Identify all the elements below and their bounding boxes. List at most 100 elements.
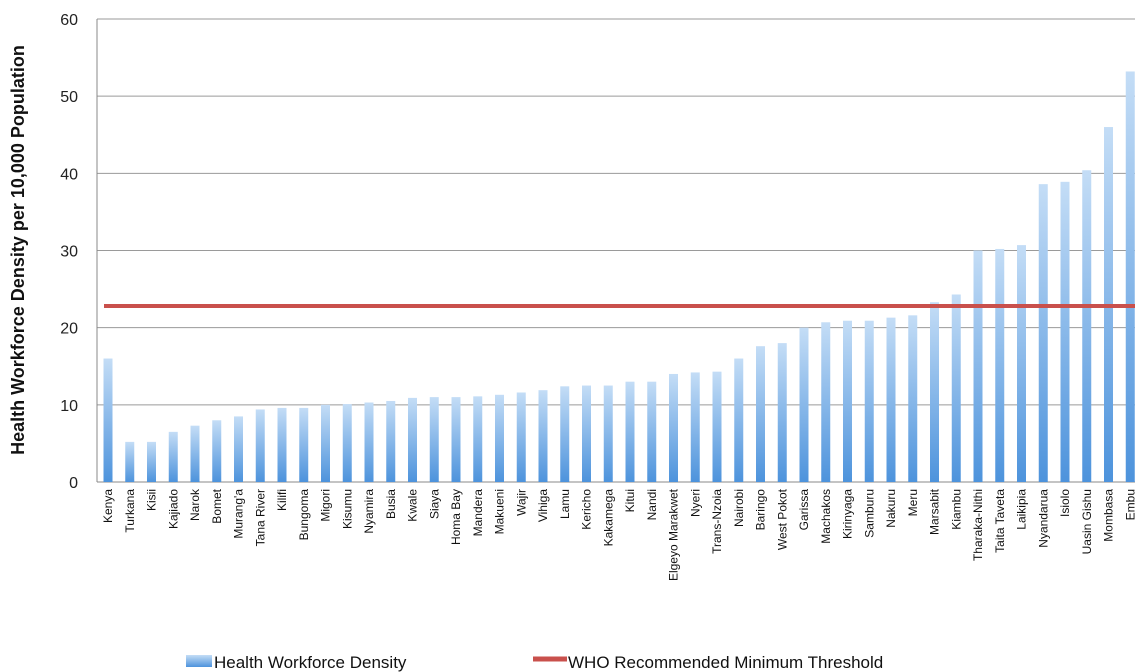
x-tick-label: Kakamega [601,489,615,547]
bar [712,371,722,482]
x-tick-label: Homa Bay [449,489,463,545]
bar [451,397,461,482]
bar [429,397,439,482]
bar [777,343,787,482]
x-tick-label: Embu [1123,489,1135,520]
y-tick-label: 60 [60,12,78,29]
x-tick-label: Mombasa [1102,489,1116,542]
bar [1060,181,1070,483]
y-tick-label: 10 [60,398,78,415]
bar [212,420,222,482]
x-tick-label: Lamu [558,489,572,519]
bar [560,386,570,482]
x-tick-label: Laikipia [1015,489,1029,530]
x-tick-label: Kilifi [275,489,289,511]
bar [168,431,178,482]
x-tick-label: Murang'a [232,489,246,539]
bar [190,425,200,482]
y-tick-label: 50 [60,89,78,106]
bar [995,248,1005,482]
bar [647,381,657,482]
x-axis-labels: Kenya Turkana Kisii Kajiado Narok Bomet Murang… [101,488,1135,581]
legend: Health Workforce Density WHO Recommended… [186,653,883,672]
bar [756,346,765,482]
y-axis-ticks: 0 10 20 30 40 50 60 [60,12,78,492]
bar [125,441,135,482]
x-tick-label: Narok [188,488,202,521]
bar [582,385,591,482]
bar [538,390,548,482]
legend-label-bar: Health Workforce Density [214,653,407,672]
x-tick-label: Bungoma [297,489,311,541]
x-tick-label: Kajiado [166,489,180,529]
bar [843,320,852,482]
x-tick-label: Makueni [493,489,507,534]
bar [1017,245,1026,482]
x-tick-label: Nandi [645,489,659,520]
x-tick-label: Vihiga [536,489,550,522]
bar [147,441,156,482]
x-tick-label: Siaya [427,489,441,519]
x-tick-label: Nyamira [362,489,376,534]
x-tick-label: Taita Taveta [993,489,1007,553]
x-tick-label: Meru [906,489,920,516]
x-tick-label: Kiambu [949,489,963,530]
bar [234,416,243,482]
bar [473,396,483,482]
y-tick-label: 40 [60,166,78,183]
y-tick-label: 30 [60,244,78,261]
bar [299,407,309,482]
legend-label-line: WHO Recommended Minimum Threshold [568,653,883,672]
y-tick-label: 20 [60,321,78,338]
x-tick-label: Nyandarua [1036,489,1050,548]
x-tick-label: Tharaka-Nithi [971,489,985,561]
x-tick-label: Baringo [754,489,768,531]
x-tick-label: Wajir [514,489,528,516]
x-tick-label: Samburu [862,489,876,538]
bar [821,322,831,482]
bar [886,317,896,482]
bar [625,381,635,482]
bar [495,394,504,482]
x-tick-label: West Pokot [775,488,789,550]
x-tick-label: Turkana [123,489,137,533]
x-tick-label: Kericho [580,489,594,530]
legend-swatch-bar [186,655,212,667]
bar [864,320,874,482]
bar [734,358,744,482]
bar [516,392,526,482]
x-tick-label: Isiolo [1058,489,1072,517]
bar [603,385,613,482]
x-tick-label: Tana River [253,489,267,546]
bar [973,250,983,482]
bar [690,372,700,482]
x-tick-label: Nyeri [688,489,702,517]
bar [908,315,918,482]
x-tick-label: Uasin Gishu [1080,489,1094,554]
gridlines [96,18,1135,483]
x-tick-label: Kenya [101,489,115,523]
bar [342,404,352,482]
x-tick-label: Mandera [471,489,485,537]
x-tick-label: Marsabit [928,488,942,535]
x-tick-label: Kwale [406,489,420,522]
bar [103,358,113,482]
y-axis-title: Health Workforce Density per 10,000 Popu… [8,45,28,455]
bar [321,404,330,482]
bar [277,407,287,482]
bar [255,409,265,482]
y-tick-label: 0 [69,475,78,492]
bar [408,397,417,482]
bar [1082,170,1092,482]
x-tick-label: Garissa [797,489,811,531]
x-tick-label: Nakuru [884,489,898,528]
bar [930,302,939,482]
bar [386,400,396,482]
x-tick-label: Elgeyo Marakwet [667,488,681,581]
bar [1125,71,1135,483]
bars [103,71,1135,483]
bar [799,327,809,482]
x-tick-label: Kirinyaga [841,489,855,539]
x-tick-label: Migori [319,489,333,522]
